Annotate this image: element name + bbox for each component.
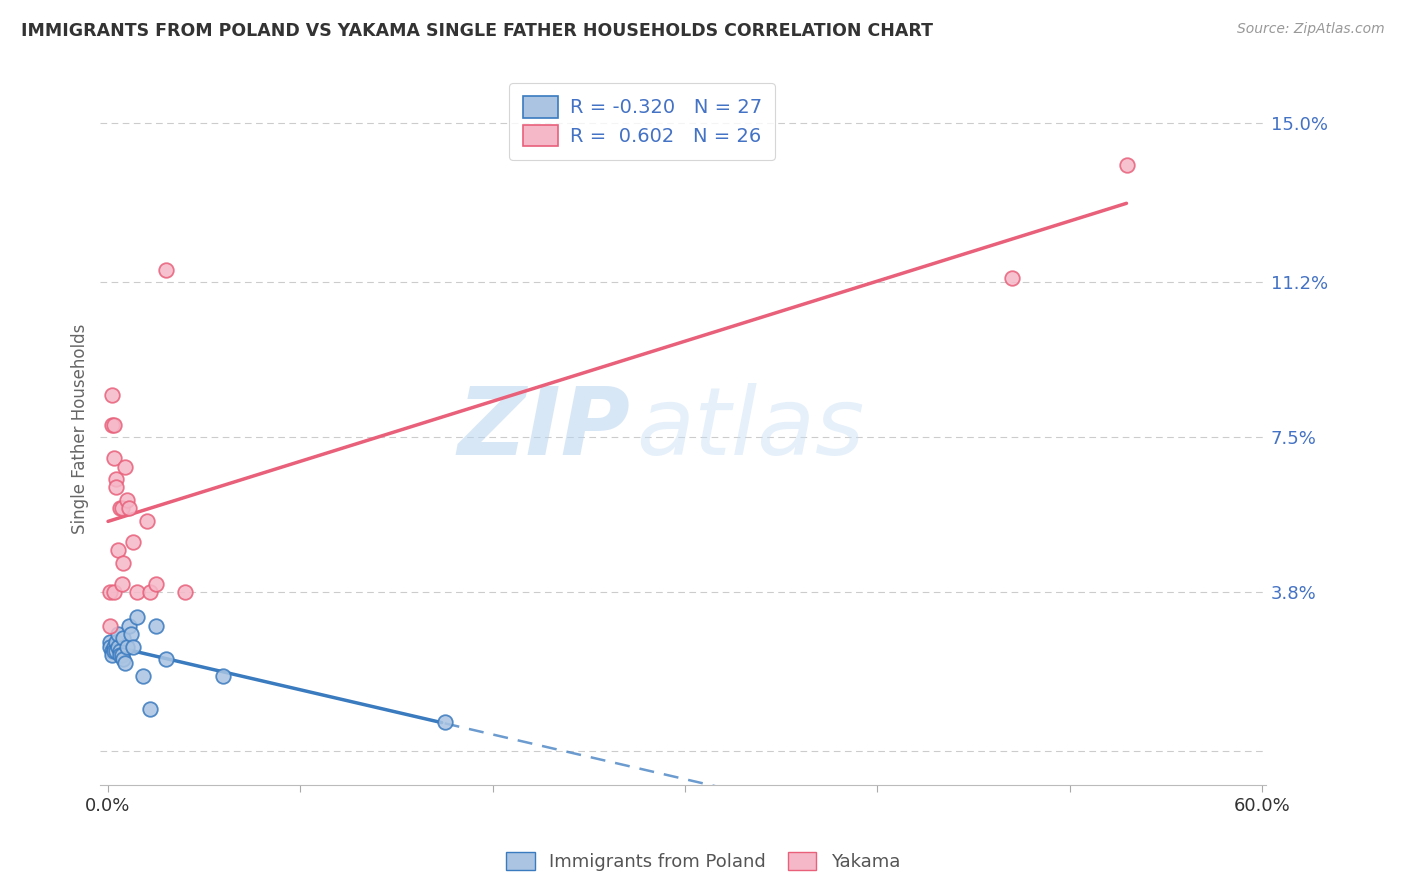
Point: [98, 618, 121, 632]
Point: [103, 585, 125, 599]
Point: [117, 493, 139, 508]
Point: [107, 640, 129, 654]
Point: [118, 618, 141, 632]
Point: [98, 640, 121, 654]
Point: [98, 585, 121, 599]
Point: [101, 417, 124, 432]
Point: [101, 644, 124, 658]
Y-axis label: Single Father Households: Single Father Households: [72, 324, 89, 534]
Point: [101, 388, 124, 402]
Point: [155, 262, 177, 277]
Point: [135, 514, 157, 528]
Text: IMMIGRANTS FROM POLAND VS YAKAMA SINGLE FATHER HOUSEHOLDS CORRELATION CHART: IMMIGRANTS FROM POLAND VS YAKAMA SINGLE …: [21, 22, 934, 40]
Text: atlas: atlas: [637, 384, 865, 475]
Text: ZIP: ZIP: [458, 383, 631, 475]
Point: [122, 640, 145, 654]
Point: [112, 556, 135, 570]
Point: [114, 459, 136, 474]
Point: [110, 648, 132, 662]
Point: [103, 451, 125, 466]
Point: [117, 640, 139, 654]
Point: [139, 702, 162, 716]
Point: [125, 585, 148, 599]
Point: [110, 501, 132, 516]
Legend: R = -0.320   N = 27, R =  0.602   N = 26: R = -0.320 N = 27, R = 0.602 N = 26: [509, 83, 775, 160]
Point: [122, 535, 145, 549]
Point: [107, 543, 129, 558]
Point: [114, 657, 136, 671]
Point: [145, 618, 167, 632]
Point: [108, 501, 131, 516]
Point: [107, 627, 129, 641]
Point: [103, 644, 125, 658]
Point: [120, 627, 142, 641]
Point: [108, 648, 131, 662]
Point: [104, 481, 127, 495]
Point: [103, 640, 125, 654]
Point: [112, 631, 135, 645]
Text: Source: ZipAtlas.com: Source: ZipAtlas.com: [1237, 22, 1385, 37]
Point: [103, 417, 125, 432]
Point: [174, 585, 197, 599]
Point: [125, 610, 148, 624]
Point: [131, 669, 153, 683]
Point: [104, 644, 127, 658]
Point: [145, 576, 167, 591]
Point: [139, 585, 162, 599]
Point: [98, 635, 121, 649]
Point: [101, 648, 124, 662]
Point: [104, 472, 127, 486]
Legend: Immigrants from Poland, Yakama: Immigrants from Poland, Yakama: [499, 846, 907, 879]
Point: [1116, 158, 1139, 172]
Point: [104, 635, 127, 649]
Point: [155, 652, 177, 666]
Point: [108, 644, 131, 658]
Point: [118, 501, 141, 516]
Point: [1001, 271, 1024, 285]
Point: [112, 652, 135, 666]
Point: [433, 714, 456, 729]
Point: [110, 576, 132, 591]
Point: [212, 669, 235, 683]
